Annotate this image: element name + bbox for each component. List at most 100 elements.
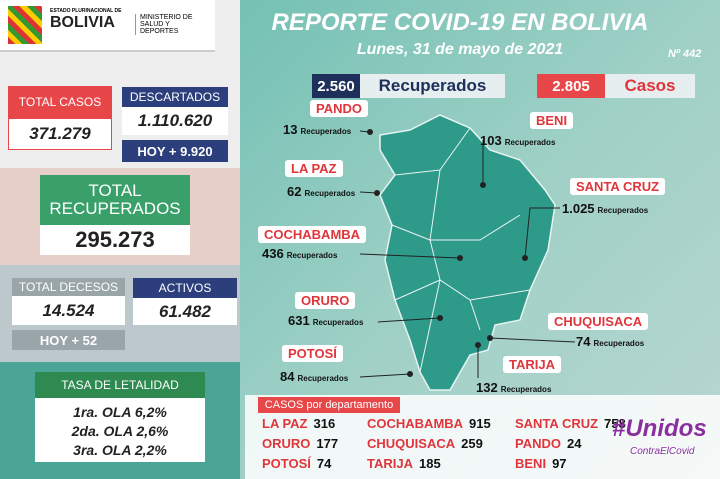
state: ESTADO PLURINACIONAL DE bbox=[50, 8, 122, 14]
cases-entry: BENI 97 bbox=[515, 456, 567, 471]
cases-label: TOTAL CASOS bbox=[8, 86, 112, 118]
cases-department: ORURO bbox=[262, 436, 311, 451]
department-borders bbox=[391, 127, 531, 373]
deaths-value: 14.524 bbox=[12, 296, 125, 325]
cases-department: CHUQUISACA bbox=[367, 436, 456, 451]
department-recovered: 13 Recuperados bbox=[283, 122, 351, 137]
cases-entry: TARIJA 185 bbox=[367, 456, 441, 471]
cases-department: TARIJA bbox=[367, 456, 413, 471]
lethality-row: 3ra. OLA 2,2% bbox=[73, 441, 167, 458]
department-unit: Recuperados bbox=[500, 385, 552, 394]
report-number: Nº 442 bbox=[668, 48, 702, 60]
recovered-label: TOTAL RECUPERADOS bbox=[40, 175, 190, 225]
cases-value: 24 bbox=[566, 436, 582, 451]
department-recovered: 62 Recuperados bbox=[287, 184, 355, 199]
cases-value: 371.279 bbox=[8, 118, 112, 150]
cases-value: 758 bbox=[604, 416, 626, 431]
department-unit: Recuperados bbox=[593, 339, 645, 348]
cases-value: 74 bbox=[316, 456, 332, 471]
daily-recovered-value: 2.560 bbox=[312, 74, 360, 98]
department-unit: Recuperados bbox=[504, 138, 556, 147]
cases-department: LA PAZ bbox=[262, 416, 308, 431]
cases-department: PANDO bbox=[515, 436, 561, 451]
daily-cases-label: Casos bbox=[605, 74, 695, 98]
bolivia-shape bbox=[379, 114, 556, 391]
deaths-label: TOTAL DECESOS bbox=[12, 278, 125, 296]
department-value: 1.025 bbox=[562, 201, 595, 216]
department-name: ORURO bbox=[295, 292, 356, 309]
active-label: ACTIVOS bbox=[133, 278, 237, 298]
cases-department: POTOSÍ bbox=[262, 456, 311, 471]
cases-department: SANTA CRUZ bbox=[515, 416, 599, 431]
country: BOLIVIA bbox=[50, 14, 115, 31]
department-name: POTOSÍ bbox=[282, 345, 343, 362]
department-name: TARIJA bbox=[503, 356, 561, 373]
department-recovered: 631 Recuperados bbox=[288, 313, 363, 328]
cases-entry: COCHABAMBA 915 bbox=[367, 416, 491, 431]
department-value: 103 bbox=[480, 133, 502, 148]
cases-value: 915 bbox=[469, 416, 491, 431]
cases-value: 177 bbox=[316, 436, 339, 451]
department-value: 631 bbox=[288, 313, 310, 328]
dots bbox=[367, 129, 528, 377]
department-recovered: 84 Recuperados bbox=[280, 369, 348, 384]
department-recovered: 103 Recuperados bbox=[480, 133, 555, 148]
department-name: COCHABAMBA bbox=[258, 226, 367, 243]
leader-lines bbox=[359, 130, 576, 378]
cases-entry: POTOSÍ 74 bbox=[262, 456, 331, 471]
cases-entry: PANDO 24 bbox=[515, 436, 581, 451]
deaths-today: HOY + 52 bbox=[12, 330, 125, 350]
cases-department: COCHABAMBA bbox=[367, 416, 464, 431]
department-unit: Recuperados bbox=[304, 189, 356, 198]
department-recovered: 1.025 Recuperados bbox=[562, 201, 648, 216]
logo-main: #Unidos bbox=[612, 415, 707, 442]
department-value: 13 bbox=[283, 122, 298, 137]
department-recovered: 436 Recuperados bbox=[262, 246, 337, 261]
cases-department: BENI bbox=[515, 456, 547, 471]
discarded-today: HOY + 9.920 bbox=[122, 140, 228, 162]
cases-value: 259 bbox=[461, 436, 483, 451]
cases-value: 316 bbox=[313, 416, 336, 431]
department-unit: Recuperados bbox=[297, 374, 349, 383]
department-name: CHUQUISACA bbox=[548, 313, 649, 330]
department-value: 74 bbox=[576, 334, 591, 349]
header-logo: ESTADO PLURINACIONAL DE BOLIVIA MINISTER… bbox=[0, 0, 215, 52]
department-recovered: 74 Recuperados bbox=[576, 334, 644, 349]
department-unit: Recuperados bbox=[286, 251, 338, 260]
cases-entry: LA PAZ 316 bbox=[262, 416, 335, 431]
department-unit: Recuperados bbox=[312, 318, 364, 327]
cases-table-title: CASOS por departamento bbox=[258, 397, 400, 413]
lethality-title: TASA DE LETALIDAD bbox=[35, 372, 205, 398]
recovered-value: 295.273 bbox=[40, 225, 190, 255]
cases-entry: CHUQUISACA 259 bbox=[367, 436, 483, 451]
department-value: 132 bbox=[476, 380, 498, 395]
logo-sub: ContraElCovid bbox=[630, 446, 695, 457]
discarded-value: 1.110.620 bbox=[122, 107, 228, 135]
department-name: BENI bbox=[530, 112, 574, 129]
daily-recovered-label: Recuperados bbox=[360, 74, 505, 98]
department-name: LA PAZ bbox=[285, 160, 343, 177]
department-name: SANTA CRUZ bbox=[570, 178, 666, 195]
discarded-label: DESCARTADOS bbox=[122, 87, 228, 107]
department-value: 62 bbox=[287, 184, 302, 199]
department-unit: Recuperados bbox=[300, 127, 352, 136]
date: Lunes, 31 de mayo de 2021 bbox=[356, 41, 564, 58]
lethality-row: 2da. OLA 2,6% bbox=[71, 422, 169, 439]
active-value: 61.482 bbox=[133, 298, 237, 325]
department-unit: Recuperados bbox=[597, 206, 649, 215]
cases-value: 97 bbox=[552, 456, 567, 471]
ministry: MINISTERIO DE SALUD Y DEPORTES bbox=[135, 14, 200, 35]
lethality-row: 1ra. OLA 6,2% bbox=[73, 403, 167, 420]
department-recovered: 132 Recuperados bbox=[476, 380, 551, 395]
cases-entry: ORURO 177 bbox=[262, 436, 338, 451]
cases-value: 185 bbox=[418, 456, 441, 471]
cases-entry: SANTA CRUZ 758 bbox=[515, 416, 626, 431]
department-name: PANDO bbox=[310, 100, 368, 117]
title: REPORTE COVID-19 EN BOLIVIA bbox=[271, 9, 649, 36]
lethality-box: 1ra. OLA 6,2% 2da. OLA 2,6% 3ra. OLA 2,2… bbox=[35, 398, 205, 462]
department-value: 84 bbox=[280, 369, 295, 384]
department-value: 436 bbox=[262, 246, 284, 261]
daily-cases-value: 2.805 bbox=[537, 74, 605, 98]
